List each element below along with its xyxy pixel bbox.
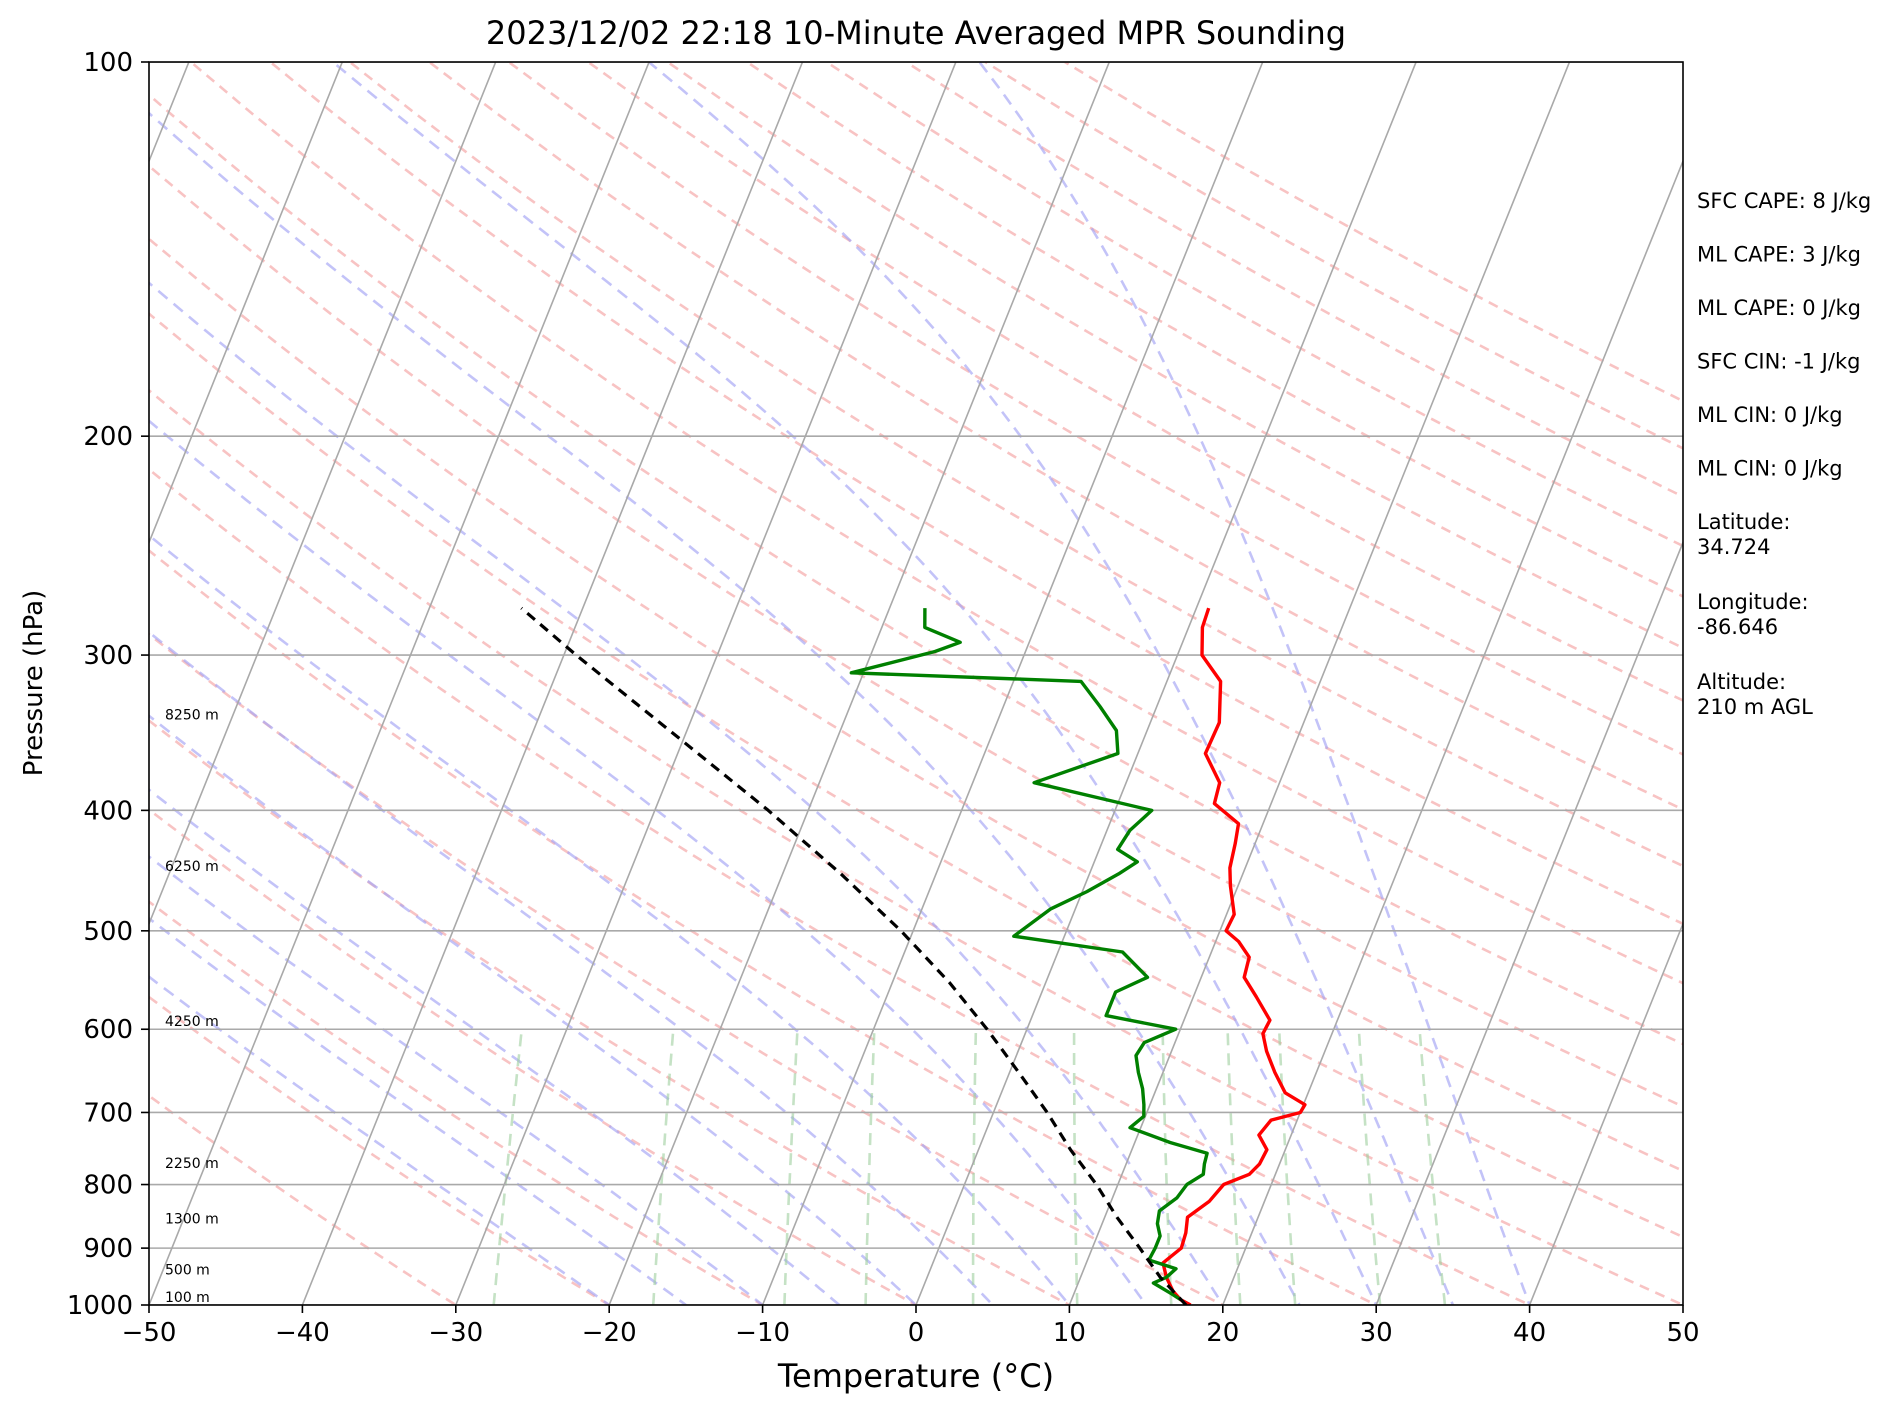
isotherm-line [301, 62, 804, 1305]
dry-adiabat-line [149, 548, 1380, 1305]
isotherm-line [149, 62, 497, 926]
dry-adiabat-line [149, 632, 1226, 1305]
dry-adiabat-line [428, 62, 1683, 811]
annotation-text: ML CAPE: 0 J/kg [1697, 296, 1861, 320]
grid-layer [149, 62, 1683, 1305]
dry-adiabat-line [149, 467, 1533, 1305]
moist-adiabat-line [331, 62, 1378, 1305]
series-line [849, 608, 1209, 1302]
x-axis-label: Temperature (°C) [777, 1357, 1054, 1395]
moist-adiabat-line [647, 62, 1455, 1305]
isotherm-line [1221, 158, 1683, 1305]
height-label: 100 m [165, 1290, 210, 1306]
height-label: 500 m [165, 1262, 210, 1278]
moist-adiabat-line [149, 714, 918, 1305]
y-tick-label: 300 [83, 641, 133, 671]
x-tick-label: −40 [275, 1318, 330, 1348]
height-label: 2250 m [165, 1156, 219, 1172]
y-tick-label: 200 [83, 422, 133, 452]
dry-adiabat-line [149, 311, 1683, 1239]
isotherm-line [149, 62, 344, 545]
x-tick-label: 50 [1666, 1318, 1699, 1348]
x-tick-label: 30 [1360, 1318, 1393, 1348]
x-tick-label: −20 [582, 1318, 637, 1348]
y-tick-label: 800 [83, 1171, 133, 1201]
isotherm-line [1068, 62, 1571, 1305]
height-label: 4250 m [165, 1014, 219, 1030]
moist-adiabat-line [149, 854, 765, 1305]
dry-adiabat-line [149, 237, 1683, 1173]
dry-adiabat-line [348, 62, 1683, 868]
annotation-text: Altitude: 210 m AGL [1697, 670, 1813, 719]
y-tick-label: 500 [83, 917, 133, 947]
moist-adiabat-line [149, 419, 1148, 1305]
x-tick-label: −10 [735, 1318, 790, 1348]
y-tick-label: 400 [83, 796, 133, 826]
y-tick-label: 900 [83, 1234, 133, 1264]
moist-adiabat-line [149, 533, 1072, 1305]
annotation-text: SFC CAPE: 8 J/kg [1697, 189, 1871, 213]
series-layer [520, 606, 1307, 1305]
annotation-text: Longitude: -86.646 [1697, 590, 1809, 639]
dry-adiabat-line [149, 93, 1683, 1046]
moist-adiabat-line [149, 630, 995, 1305]
annotation-text: SFC CIN: -1 J/kg [1697, 350, 1860, 374]
series-line [520, 606, 1188, 1305]
y-tick-label: 1000 [67, 1291, 133, 1321]
dry-adiabat-line [149, 164, 1683, 1109]
isotherm-line [1528, 921, 1683, 1305]
annotation-panel: SFC CAPE: 8 J/kg ML CAPE: 3 J/kg ML CAPE: … [1697, 189, 1871, 719]
chart-title: 2023/12/02 22:18 10-Minute Averaged MPR … [486, 14, 1346, 52]
y-tick-label: 700 [83, 1098, 133, 1128]
series-line [1161, 607, 1307, 1305]
height-label: 1300 m [165, 1212, 219, 1228]
isotherm-line [149, 62, 650, 1305]
annotation-text: ML CAPE: 3 J/kg [1697, 243, 1861, 267]
height-label-layer: 100 m 500 m 1300 m 2250 m 4250 m 6250 m 8250 m [165, 708, 219, 1306]
moist-adiabat-line [978, 62, 1531, 1305]
x-tick-label: 10 [1053, 1318, 1086, 1348]
x-tick-label: −30 [428, 1318, 483, 1348]
moist-adiabat-line [149, 281, 1225, 1305]
isotherm-line [761, 62, 1264, 1305]
moist-adiabat-line [149, 916, 689, 1305]
height-label: 8250 m [165, 708, 219, 724]
x-tick-label: 20 [1206, 1318, 1239, 1348]
annotation-text: Latitude: 34.724 [1697, 510, 1791, 559]
dry-adiabat-line [149, 718, 1073, 1305]
isotherm-line [454, 62, 957, 1305]
isotherm-line [915, 62, 1417, 1305]
x-tick-label: 40 [1513, 1318, 1546, 1348]
y-tick-label: 100 [83, 48, 133, 78]
y-axis-label: Pressure (hPa) [19, 590, 49, 777]
isotherm-line [1375, 540, 1683, 1305]
isotherm-line [608, 62, 1111, 1305]
height-label: 6250 m [165, 859, 219, 875]
dry-adiabat-line [746, 62, 1683, 598]
dry-adiabat-line [149, 388, 1683, 1305]
annotation-text: ML CIN: 0 J/kg [1697, 457, 1843, 481]
x-tick-label: 0 [908, 1318, 925, 1348]
y-tick-label: 600 [83, 1015, 133, 1045]
tick-layer: −50 −40 −30 −20 −10 0 10 20 30 40 50 1000 900 800 700 6… [67, 48, 1700, 1348]
moist-adiabat-line [149, 111, 1301, 1305]
x-tick-label: −50 [122, 1318, 177, 1348]
dry-adiabat-line [666, 62, 1683, 650]
annotation-text: ML CIN: 0 J/kg [1697, 403, 1843, 427]
